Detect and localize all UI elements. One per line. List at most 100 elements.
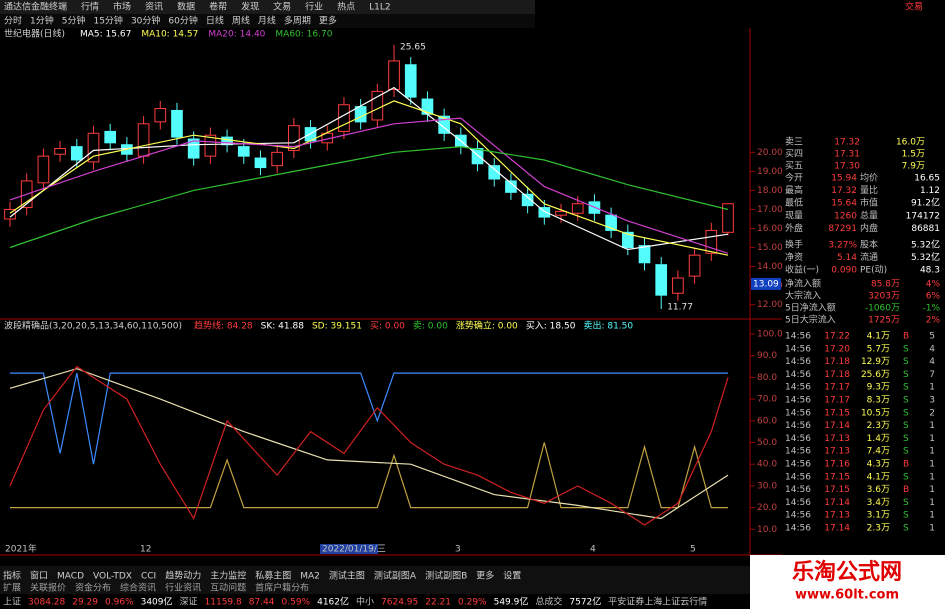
period-tab[interactable]: 多周期 (284, 15, 311, 27)
candle-body (672, 277, 684, 294)
period-tab[interactable]: 更多 (319, 15, 337, 27)
status-item: 4162亿 (317, 596, 349, 608)
panel-tab[interactable]: 行业资讯 (165, 582, 201, 594)
indicator-tab[interactable]: 指标 (3, 570, 21, 582)
watermark-title: 乐淘公式网 (792, 559, 902, 585)
period-tab[interactable]: 分时 (4, 15, 22, 27)
book-price: 17.30 (834, 162, 860, 172)
menu-item[interactable]: 通达信金融终端 (4, 1, 67, 13)
menu-item[interactable]: 卷帮 (209, 1, 227, 13)
trade-menu[interactable]: 交易 (905, 1, 923, 13)
tick-side: S (903, 357, 909, 367)
indicator-tab[interactable]: MA2 (300, 572, 320, 582)
indicator-tab[interactable]: CCI (141, 572, 156, 582)
menu-item[interactable]: 市场 (113, 1, 131, 13)
indicator-tab[interactable]: 私募主图 (255, 570, 291, 582)
stat-label: 最高 (785, 184, 803, 196)
tick-time: 14:56 (785, 408, 811, 418)
period-tab[interactable]: 15分钟 (93, 15, 122, 27)
stat-value: 0.090 (831, 266, 857, 276)
tick-volume: 25.6万 (861, 370, 890, 380)
indicator-tab[interactable]: 更多 (476, 570, 494, 582)
candle-body (70, 146, 83, 161)
flow-value: -1060万 (865, 304, 900, 314)
date-label: 2022/01/19/三 (322, 545, 386, 555)
period-tab[interactable]: 60分钟 (168, 15, 197, 27)
panel-tab[interactable]: 扩展 (3, 582, 21, 594)
indicator-value: 卖: 0.00 (413, 321, 448, 332)
status-bar (0, 594, 750, 609)
period-tab[interactable]: 周线 (232, 15, 250, 27)
stat-label: 流通 (860, 251, 878, 263)
menu-item[interactable]: L1L2 (369, 3, 390, 13)
tick-time: 14:56 (785, 485, 811, 495)
tick-count: 7 (929, 370, 935, 380)
period-tab[interactable]: 日线 (206, 15, 224, 27)
candle-body (104, 130, 117, 144)
candle-body (237, 146, 250, 157)
indicator-line (10, 442, 728, 509)
indicator-value: 涨势确立: 0.00 (456, 320, 518, 332)
panel-tab[interactable]: 资金分布 (75, 582, 111, 594)
date-label: 2021年 (5, 543, 37, 555)
period-tab[interactable]: 1分钟 (30, 15, 54, 27)
stat-label: 换手 (785, 239, 803, 251)
tick-time: 14:56 (785, 332, 811, 342)
indicator-tab[interactable]: 窗口 (30, 570, 48, 582)
tick-side: B (903, 485, 909, 495)
indicator-tab[interactable]: 测试副图B (425, 570, 467, 582)
tick-side: B (903, 460, 909, 470)
menu-item[interactable]: 行业 (305, 1, 323, 13)
panel-tab[interactable]: 关联报价 (30, 582, 66, 594)
stat-label: 现量 (785, 210, 803, 221)
book-label: 买四 (785, 149, 803, 160)
status-item: 29.29 (72, 598, 98, 608)
indicator-tab[interactable]: 设置 (503, 571, 521, 582)
tick-count: 1 (929, 472, 935, 482)
status-item: 总成交 (535, 596, 562, 608)
indicator-tab[interactable]: VOL-TDX (93, 572, 132, 582)
ma-line (9, 100, 729, 256)
menu-item[interactable]: 数据 (177, 1, 195, 13)
tick-volume: 9.3万 (867, 383, 890, 393)
menu-item[interactable]: 文易 (273, 1, 291, 13)
indicator-line (9, 368, 729, 520)
date-label: 12 (140, 545, 151, 555)
menu-item[interactable]: 热点 (337, 1, 355, 13)
flow-label: 净流入额 (785, 278, 821, 290)
period-tab[interactable]: 月线 (258, 15, 276, 27)
tick-time: 14:56 (785, 472, 811, 482)
tick-time: 14:56 (785, 434, 811, 444)
low-annotation: 11.77 (667, 303, 693, 313)
tick-side: S (903, 383, 909, 393)
panel-tab[interactable]: 首席户籍分布 (255, 582, 309, 594)
period-tab[interactable]: 5分钟 (62, 15, 86, 27)
date-label: 5 (690, 545, 696, 555)
indicator-tab[interactable]: MACD (57, 572, 84, 582)
panel-tab[interactable]: 互动问题 (210, 582, 246, 594)
indicator-tab[interactable]: 主力监控 (210, 570, 246, 582)
panel-tab[interactable]: 综合资讯 (120, 582, 156, 594)
menu-bar (0, 0, 535, 14)
candle-body (538, 207, 551, 218)
tick-side: S (903, 421, 909, 431)
tick-count: 1 (929, 498, 935, 508)
stat-value: 16.65 (914, 174, 940, 184)
indicator-value: 卖出: 81.50 (583, 320, 633, 332)
menu-item[interactable]: 资讯 (145, 2, 163, 13)
period-tab[interactable]: 30分钟 (131, 15, 160, 27)
y-tick-label: 50.0 (757, 438, 777, 448)
indicator-value: 买: 0.00 (370, 321, 405, 332)
tick-price: 17.18 (824, 357, 850, 367)
book-price: 17.32 (834, 138, 860, 148)
tick-count: 4 (929, 344, 935, 354)
status-item: 7572亿 (569, 596, 601, 608)
indicator-tab[interactable]: 测试副图A (374, 570, 417, 582)
tick-time: 14:56 (785, 396, 811, 406)
tick-price: 17.13 (824, 434, 850, 444)
indicator-tab[interactable]: 趋势动力 (165, 570, 201, 582)
y-tick-label: 100.0 (757, 330, 783, 340)
menu-item[interactable]: 行情 (81, 1, 99, 13)
menu-item[interactable]: 发现 (241, 1, 259, 13)
indicator-tab[interactable]: 测试主图 (329, 570, 365, 582)
